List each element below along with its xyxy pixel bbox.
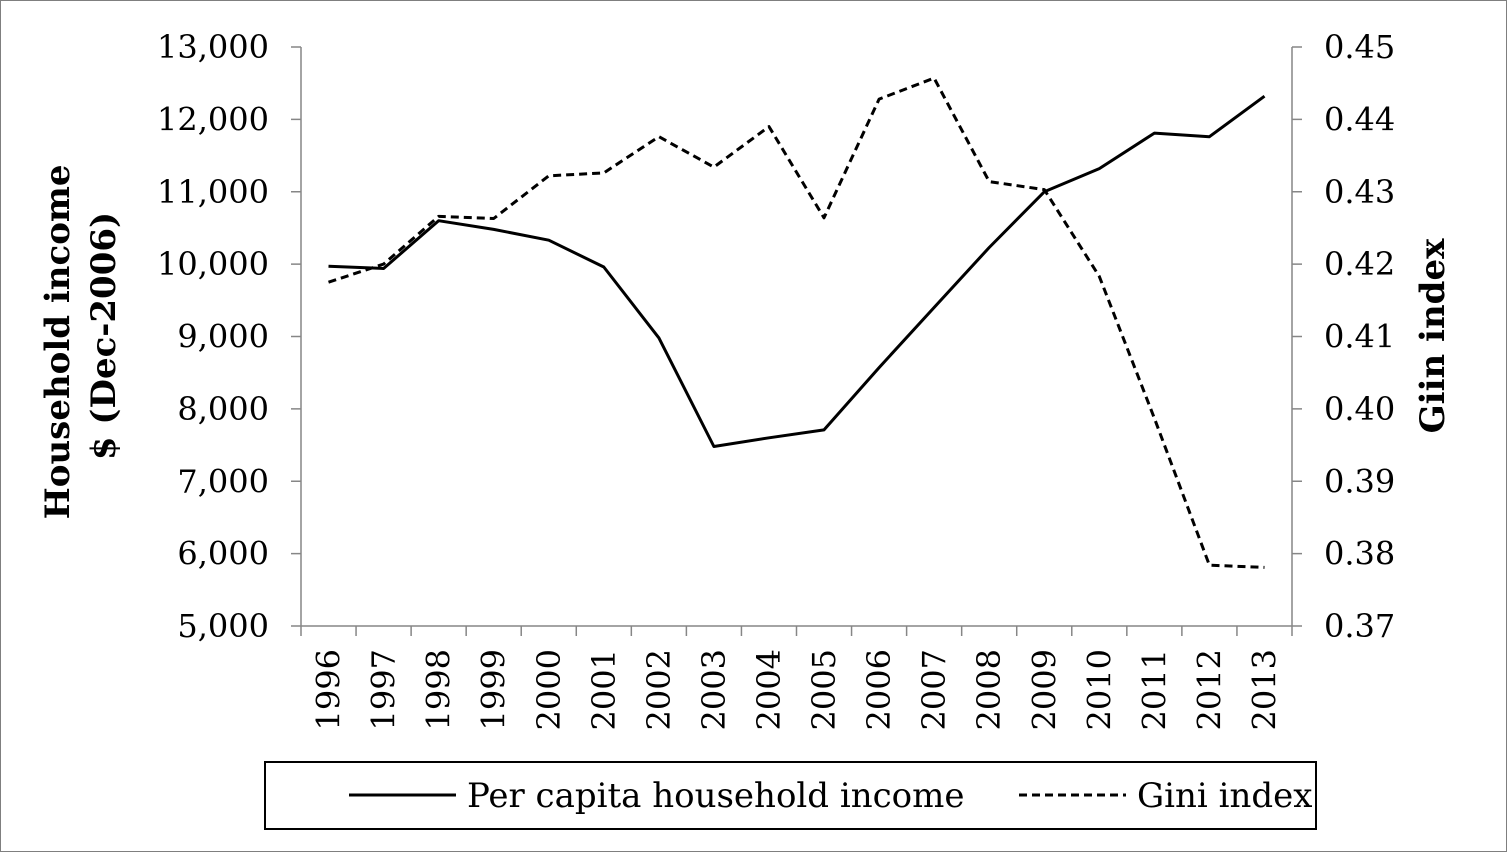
plot-series (328, 76, 1266, 569)
gini-series-line (328, 76, 1265, 569)
legend-box (264, 761, 1317, 830)
x-tick-label: 2005 (805, 649, 843, 730)
income-series-line (328, 94, 1266, 448)
left-tick-label: 5,000 (177, 607, 269, 645)
axes: 5,000 6,000 7,000 8,000 9,000 10,000 11,000 12,… (157, 28, 1395, 730)
left-tick-label: 6,000 (177, 535, 269, 573)
x-tick-label: 2000 (530, 649, 568, 730)
x-tick-label: 2013 (1245, 649, 1283, 730)
x-tick-label: 2003 (695, 649, 733, 730)
left-tick-label: 10,000 (157, 245, 269, 283)
left-tick-label: 7,000 (177, 462, 269, 500)
right-tick-label: 0.39 (1324, 462, 1395, 500)
left-tick-label: 11,000 (157, 173, 269, 211)
right-tick-label: 0.42 (1324, 245, 1395, 283)
right-tick-label: 0.40 (1324, 390, 1395, 428)
left-axis-title-line2: $ (Dec-2006) (84, 212, 124, 460)
x-tick-label: 2012 (1190, 649, 1228, 730)
x-tick-label: 2004 (750, 649, 788, 730)
right-tick-label: 0.43 (1324, 173, 1395, 211)
x-tick-label: 2011 (1135, 649, 1173, 730)
x-tick-label: 2006 (860, 649, 898, 730)
left-tick-label: 13,000 (157, 28, 269, 66)
x-tick-label: 2002 (640, 649, 678, 730)
x-tick-label: 2010 (1080, 649, 1118, 730)
right-tick-label: 0.45 (1324, 28, 1395, 66)
left-axis-title-line1: Household income (38, 165, 78, 520)
x-tick-label: 1997 (365, 649, 403, 730)
right-tick-label: 0.37 (1324, 607, 1395, 645)
legend: Per capita household income Gini index (264, 761, 1317, 830)
left-tick-label: 9,000 (177, 318, 269, 356)
x-tick-label: 1998 (420, 649, 458, 730)
right-tick-label: 0.41 (1324, 318, 1395, 356)
x-tick-label: 1996 (310, 649, 348, 730)
right-tick-label: 0.44 (1324, 100, 1395, 138)
x-tick-label: 1999 (475, 649, 513, 730)
right-tick-label: 0.38 (1324, 535, 1395, 573)
x-tick-label: 2009 (1025, 649, 1063, 730)
left-tick-label: 8,000 (177, 390, 269, 428)
legend-label-gini: Gini index (1137, 776, 1312, 816)
x-tick-label: 2008 (970, 649, 1008, 730)
x-tick-label: 2007 (915, 649, 953, 730)
x-tick-label: 2001 (585, 649, 623, 730)
legend-label-income: Per capita household income (467, 776, 965, 816)
left-axis-title: Household income $ (Dec-2006) (38, 153, 124, 520)
left-tick-label: 12,000 (157, 100, 269, 138)
right-axis-title: Giin index (1413, 238, 1453, 433)
